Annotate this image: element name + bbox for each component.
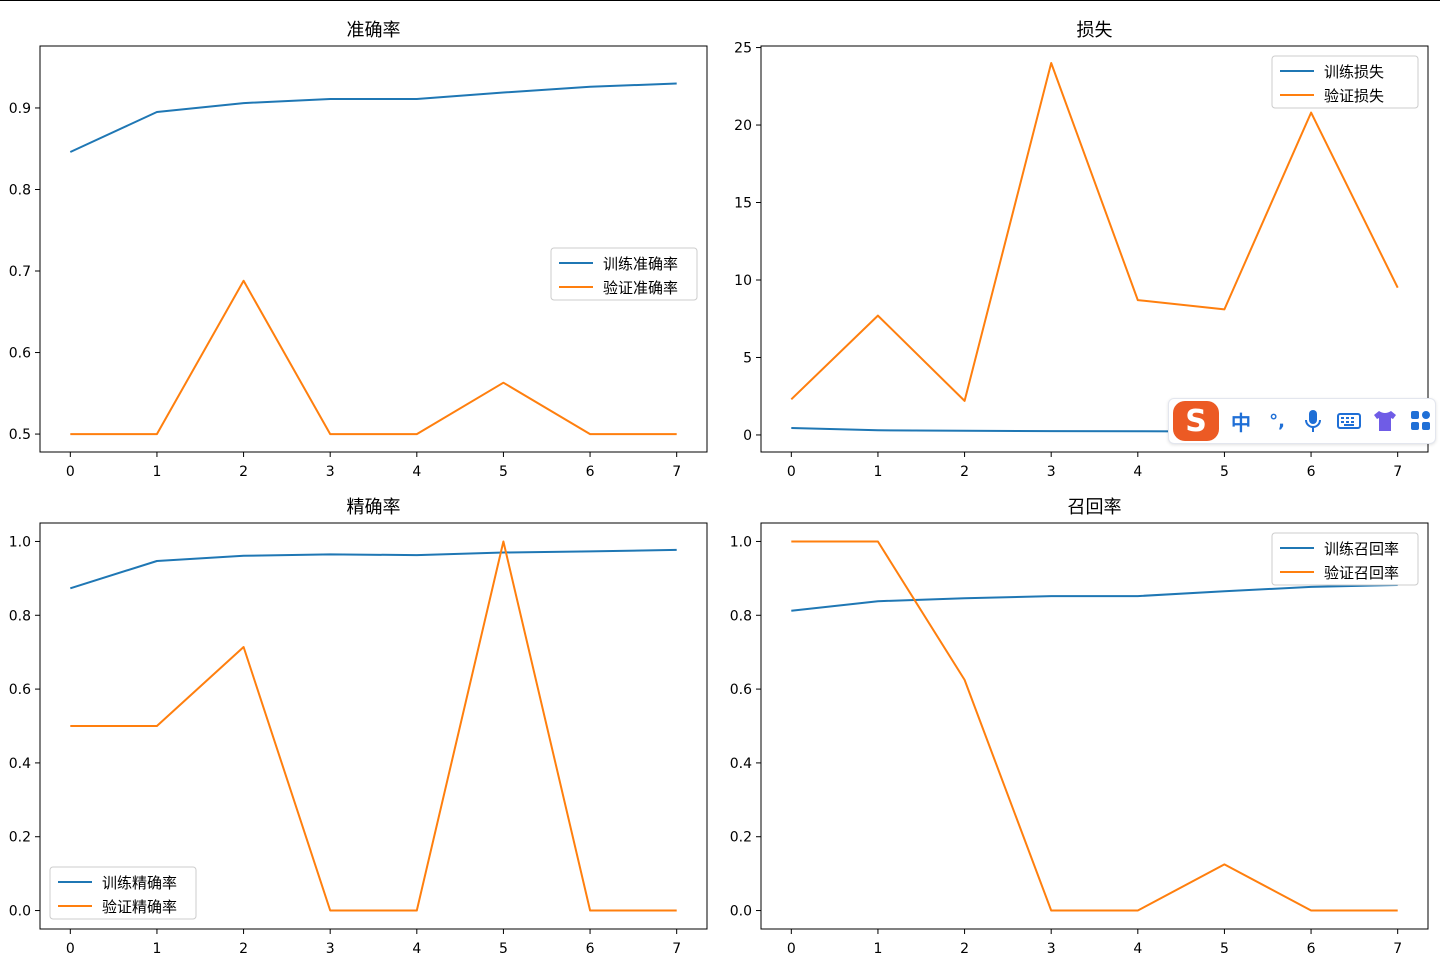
x-tick-label: 1 [873, 941, 882, 957]
x-tick-label: 7 [1393, 941, 1402, 957]
x-tick-label: 2 [239, 941, 248, 957]
legend-label: 验证召回率 [1324, 564, 1399, 582]
x-tick-label: 0 [66, 464, 75, 480]
series-line-1 [791, 540, 1398, 912]
x-tick-label: 3 [326, 464, 335, 480]
y-tick-label: 0 [743, 428, 752, 444]
keyboard-icon[interactable] [1335, 405, 1363, 437]
x-tick-label: 4 [412, 941, 421, 957]
legend-label: 训练损失 [1324, 63, 1384, 81]
top-border [0, 0, 1440, 1]
x-tick-label: 5 [1220, 464, 1229, 480]
y-tick-label: 0.0 [730, 904, 752, 920]
y-tick-label: 0.8 [9, 608, 31, 624]
axes-frame [39, 45, 708, 453]
ime-toolbar[interactable]: S 中 °, [1168, 398, 1436, 444]
ime-punct-button[interactable]: °, [1269, 410, 1285, 432]
y-tick-label: 0.9 [9, 101, 31, 117]
y-tick-label: 0.6 [730, 682, 752, 698]
axes-frame [760, 45, 1429, 453]
y-tick-label: 0.6 [9, 346, 31, 362]
x-tick-label: 4 [1133, 941, 1142, 957]
y-tick-label: 0.8 [730, 608, 752, 624]
x-tick-label: 7 [1393, 464, 1402, 480]
y-tick-label: 0.2 [730, 830, 752, 846]
x-tick-label: 6 [586, 464, 595, 480]
x-tick-label: 5 [499, 941, 508, 957]
chart-title: 精确率 [347, 497, 401, 518]
x-tick-label: 7 [672, 941, 681, 957]
x-tick-label: 4 [1133, 464, 1142, 480]
logo-icon[interactable]: S [1173, 401, 1219, 441]
series-line-1 [70, 540, 677, 912]
y-tick-label: 10 [734, 273, 752, 289]
series-line-0 [69, 82, 677, 153]
y-tick-label: 25 [734, 41, 752, 57]
y-tick-label: 5 [743, 350, 752, 366]
y-tick-label: 1.0 [730, 534, 752, 550]
y-tick-label: 0.4 [730, 756, 752, 772]
x-tick-label: 0 [66, 941, 75, 957]
legend-label: 训练召回率 [1324, 540, 1399, 558]
y-tick-label: 1.0 [9, 534, 31, 550]
x-tick-label: 7 [672, 464, 681, 480]
x-tick-label: 3 [1047, 464, 1056, 480]
legend-label: 训练准确率 [603, 255, 678, 273]
x-tick-label: 1 [152, 941, 161, 957]
axes-frame [760, 522, 1429, 930]
apps-icon[interactable] [1407, 405, 1435, 437]
x-tick-label: 6 [586, 941, 595, 957]
series-line-1 [70, 279, 677, 436]
series-line-0 [791, 584, 1398, 612]
legend-label: 训练精确率 [102, 874, 177, 892]
y-tick-label: 0.0 [9, 904, 31, 920]
chart-title: 召回率 [1068, 497, 1122, 518]
series-line-0 [69, 548, 677, 590]
chart-title: 损失 [1077, 20, 1113, 41]
x-tick-label: 2 [239, 464, 248, 480]
chart-title: 准确率 [347, 20, 401, 41]
x-tick-label: 0 [787, 941, 796, 957]
x-tick-label: 5 [499, 464, 508, 480]
x-tick-label: 3 [1047, 941, 1056, 957]
x-tick-label: 0 [787, 464, 796, 480]
microphone-icon[interactable] [1299, 405, 1327, 437]
x-tick-label: 3 [326, 941, 335, 957]
y-tick-label: 0.4 [9, 756, 31, 772]
x-tick-label: 6 [1307, 941, 1316, 957]
x-tick-label: 5 [1220, 941, 1229, 957]
x-tick-label: 2 [960, 941, 969, 957]
y-tick-label: 0.2 [9, 830, 31, 846]
legend-label: 验证精确率 [102, 898, 177, 916]
axes-frame [39, 522, 708, 930]
skin-icon[interactable] [1371, 405, 1399, 437]
x-tick-label: 1 [152, 464, 161, 480]
x-tick-label: 4 [412, 464, 421, 480]
legend-label: 验证损失 [1324, 87, 1384, 105]
x-tick-label: 6 [1307, 464, 1316, 480]
x-tick-label: 1 [873, 464, 882, 480]
y-tick-label: 0.8 [9, 182, 31, 198]
y-tick-label: 0.5 [9, 427, 31, 443]
y-tick-label: 0.6 [9, 682, 31, 698]
x-tick-label: 2 [960, 464, 969, 480]
y-tick-label: 20 [734, 118, 752, 134]
y-tick-label: 15 [734, 196, 752, 212]
series-line-1 [790, 62, 1399, 402]
ime-mode-button[interactable]: 中 [1231, 410, 1251, 435]
y-tick-label: 0.7 [9, 264, 31, 280]
legend-label: 验证准确率 [603, 279, 678, 297]
